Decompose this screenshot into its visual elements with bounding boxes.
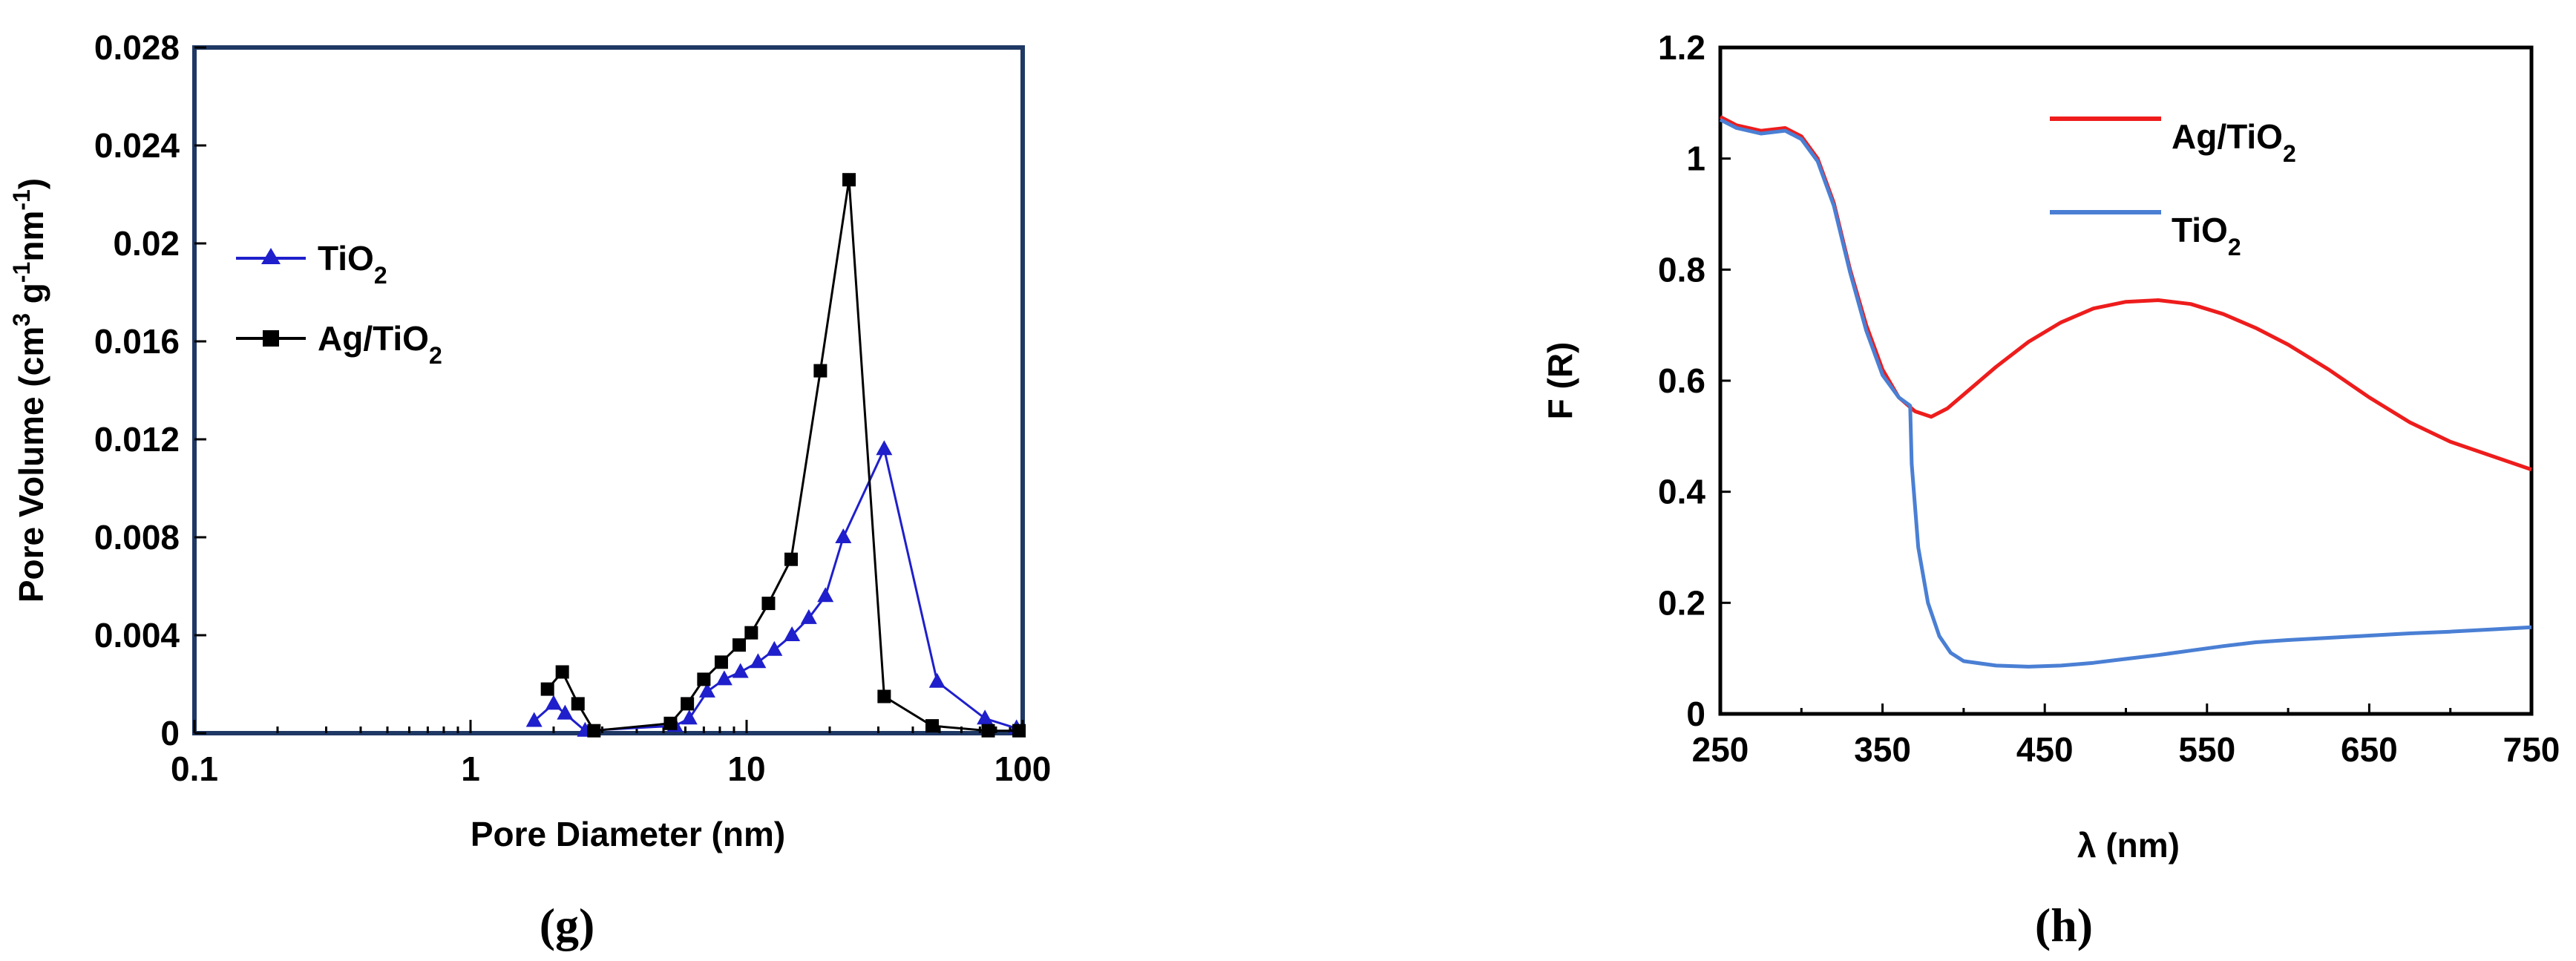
data-point-ag-tio2 <box>784 552 799 566</box>
x-tick-label-h: 350 <box>1854 730 1911 769</box>
data-point-tio2 <box>698 682 715 698</box>
data-point-tio2 <box>876 440 893 456</box>
legend-label-tio2: TiO2 <box>318 239 387 289</box>
data-point-ag-tio2 <box>733 638 747 652</box>
legend-marker-tio2 <box>261 248 281 264</box>
y-tick-label-g: 0.004 <box>94 616 180 655</box>
x-tick-label-g: 0.1 <box>171 750 218 788</box>
data-point-ag-tio2 <box>697 672 711 686</box>
x-tick-labels-h: 250 350 450 550 650 750 <box>1692 730 2560 769</box>
data-point-ag-tio2 <box>925 719 940 733</box>
data-point-tio2 <box>977 709 994 725</box>
y-tick-labels-g: 0 0.004 0.008 0.012 0.016 0.02 0.024 0.028 <box>94 28 180 752</box>
x-tick-label-h: 250 <box>1692 730 1749 769</box>
series-line-ag-tio2-h <box>1719 115 2532 472</box>
data-point-ag-tio2 <box>540 682 554 696</box>
y-tick-label-h: 0.2 <box>1658 583 1705 622</box>
panel-label-h: (h) <box>2035 899 2093 951</box>
legend-item-tio2: TiO2 <box>236 239 387 289</box>
data-point-ag-tio2 <box>842 173 856 187</box>
data-point-ag-tio2 <box>555 665 569 679</box>
y-tick-label-h: 0.6 <box>1658 361 1705 400</box>
y-tick-label-g: 0 <box>160 714 180 752</box>
y-tick-label-h: 0.8 <box>1658 250 1705 289</box>
data-point-tio2 <box>545 695 562 710</box>
data-point-ag-tio2 <box>1012 724 1026 738</box>
data-point-tio2 <box>784 626 801 641</box>
data-point-tio2 <box>817 587 834 603</box>
data-point-ag-tio2 <box>813 364 827 378</box>
x-axis-title-h: λ (nm) <box>2077 826 2180 865</box>
series-h <box>1719 115 2532 669</box>
y-tick-label-h: 1 <box>1686 140 1705 178</box>
chart-panel-h: 0 0.2 0.4 0.6 0.8 1 1.2 250 350 450 550 650 750 λ (… <box>1541 28 2560 951</box>
data-point-tio2 <box>800 609 817 624</box>
data-point-ag-tio2 <box>571 697 585 711</box>
legend-label-tio2-h: TiO2 <box>2172 211 2241 260</box>
data-point-tio2 <box>732 663 749 678</box>
y-tick-label-g: 0.024 <box>94 126 180 165</box>
data-point-ag-tio2 <box>761 597 776 611</box>
data-point-tio2 <box>681 709 698 725</box>
data-point-ag-tio2 <box>681 697 695 711</box>
data-point-tio2 <box>557 704 574 720</box>
y-tick-label-g: 0.008 <box>94 518 180 557</box>
legend-item-tio2-h: TiO2 <box>2050 210 2241 260</box>
tick-marks-h <box>1719 46 2533 715</box>
panel-label-g: (g) <box>540 899 595 951</box>
y-tick-labels-h: 0 0.2 0.4 0.6 0.8 1 1.2 <box>1658 28 1705 733</box>
tick-marks-g <box>193 46 1024 735</box>
legend-item-ag-tio2: Ag/TiO2 <box>236 319 442 369</box>
y-axis-title-h: F (R) <box>1541 342 1579 420</box>
y-tick-label-g: 0.02 <box>113 224 180 263</box>
y-tick-label-g: 0.028 <box>94 28 180 67</box>
y-tick-label-h: 0 <box>1686 695 1705 733</box>
x-tick-label-h: 550 <box>2178 730 2235 769</box>
y-tick-label-h: 0.4 <box>1658 473 1705 511</box>
data-point-ag-tio2 <box>714 655 728 669</box>
legend-label-ag-tio2-h: Ag/TiO2 <box>2172 117 2296 167</box>
series-line-ag-tio2 <box>546 179 1020 732</box>
legend-item-ag-tio2-h: Ag/TiO2 <box>2050 117 2296 167</box>
x-tick-label-g: 10 <box>727 750 765 788</box>
series-g <box>525 173 1026 738</box>
x-tick-label-h: 450 <box>2016 730 2074 769</box>
data-point-tio2 <box>928 672 945 688</box>
data-point-ag-tio2 <box>587 724 601 738</box>
data-point-tio2 <box>525 712 543 727</box>
data-point-tio2 <box>715 670 733 686</box>
data-point-ag-tio2 <box>663 716 678 730</box>
legend-g: TiO2 Ag/TiO2 <box>236 239 442 369</box>
y-axis-title-g: Pore Volume (cm3 g-1nm-1) <box>8 178 50 603</box>
y-tick-label-g: 0.012 <box>94 420 180 459</box>
x-tick-label-h: 650 <box>2341 730 2398 769</box>
data-point-ag-tio2 <box>981 724 995 738</box>
data-point-ag-tio2 <box>744 626 758 640</box>
plot-frame-g <box>192 45 1025 735</box>
x-tick-label-h: 750 <box>2503 730 2560 769</box>
y-tick-label-h: 1.2 <box>1658 28 1705 67</box>
series-line-tio2-h <box>1719 118 2532 669</box>
data-point-tio2 <box>835 528 852 543</box>
plot-frame-h <box>1718 45 2534 716</box>
x-tick-label-g: 1 <box>461 750 480 788</box>
data-point-tio2 <box>750 653 767 669</box>
y-tick-label-g: 0.016 <box>94 322 180 361</box>
legend-marker-ag-tio2 <box>263 330 279 347</box>
data-point-tio2 <box>766 640 783 656</box>
x-tick-label-g: 100 <box>994 750 1052 788</box>
legend-label-ag-tio2: Ag/TiO2 <box>318 319 442 369</box>
data-point-ag-tio2 <box>877 689 891 703</box>
x-tick-labels-g: 0.1 1 10 100 <box>171 750 1051 788</box>
chart-panel-g: 0 0.004 0.008 0.012 0.016 0.02 0.024 0.028 0.1 1… <box>8 28 1051 951</box>
x-axis-title-g: Pore Diameter (nm) <box>471 815 785 853</box>
legend-h: Ag/TiO2 TiO2 <box>2050 117 2296 260</box>
